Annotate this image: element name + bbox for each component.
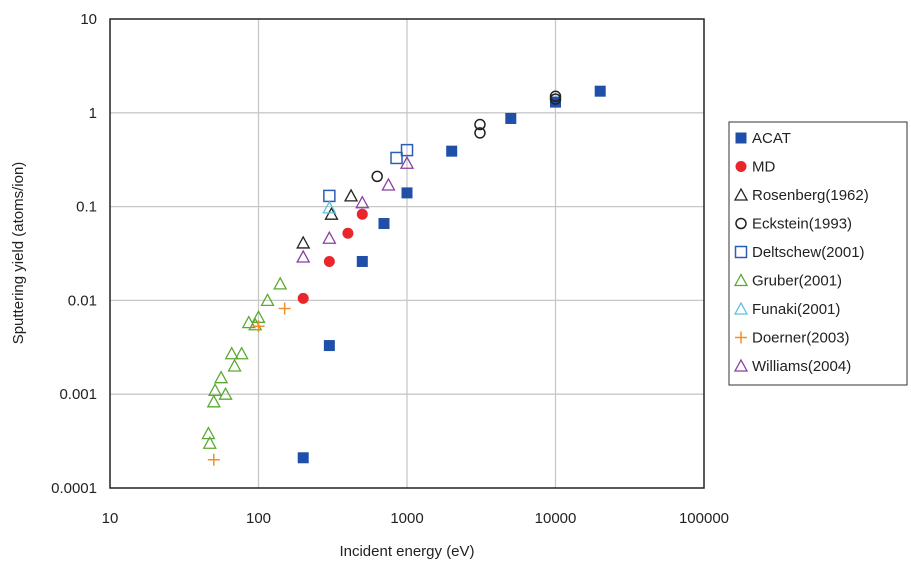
legend-marker: [733, 301, 749, 315]
y-tick-label: 0.1: [76, 199, 97, 216]
data-point: [323, 189, 336, 203]
y-tick-label: 1: [89, 105, 97, 122]
data-point: [252, 320, 265, 333]
legend: ACAT MD Rosenberg(1962) Eckstein(1993) Delts…: [728, 121, 908, 386]
data-point: [356, 255, 368, 267]
x-tick-label: 10000: [535, 510, 577, 527]
data-point: [224, 346, 239, 360]
data-point: [297, 452, 309, 464]
series-eckstein-1993-: [371, 90, 562, 183]
data-point: [399, 155, 415, 169]
legend-entry-label: MD: [752, 159, 775, 176]
data-point: [343, 188, 359, 202]
data-point: [594, 85, 606, 97]
data-point: [206, 394, 221, 408]
data-point: [474, 127, 486, 139]
data-point: [273, 276, 288, 290]
x-tick-label: 1000: [390, 510, 423, 527]
data-point: [207, 453, 220, 466]
legend-marker: [733, 358, 749, 372]
data-point: [378, 218, 390, 230]
data-point: [322, 200, 337, 214]
series-rosenberg-1962-: [296, 188, 359, 249]
legend-entry-label: Gruber(2001): [752, 273, 842, 290]
data-point: [296, 249, 311, 263]
legend-box: [728, 121, 908, 386]
data-point: [207, 382, 223, 396]
series-deltschew-2001-: [323, 143, 414, 203]
legend-entry-label: Doerner(2003): [752, 330, 850, 347]
legend-marker: [733, 273, 749, 287]
legend-marker: [734, 245, 748, 259]
legend-marker: [735, 132, 747, 144]
data-point: [234, 346, 249, 360]
legend-entry-label: Funaki(2001): [752, 301, 840, 318]
data-point: [323, 340, 335, 352]
series-gruber-2001-: [201, 276, 288, 449]
data-point: [474, 118, 486, 131]
y-axis-label: Sputtering yield (atoms/ion): [10, 162, 27, 345]
data-point: [381, 177, 396, 191]
data-point: [297, 292, 309, 304]
data-point: [227, 358, 242, 372]
data-point: [505, 112, 517, 124]
legend-entry-label: Eckstein(1993): [752, 216, 852, 233]
legend-marker: [735, 217, 747, 230]
data-point: [342, 227, 354, 239]
data-point: [323, 255, 335, 267]
data-point: [214, 370, 229, 384]
legend-entry-label: Williams(2004): [752, 358, 851, 375]
series-funaki-2001-: [322, 200, 337, 214]
data-point: [356, 208, 368, 220]
x-tick-label: 100: [246, 510, 271, 527]
data-point: [401, 187, 413, 199]
y-tick-label: 0.001: [59, 386, 97, 403]
data-point: [278, 302, 291, 315]
legend-marker: [735, 161, 747, 172]
x-axis-ticks: 10 100 1000 10000 100000: [102, 510, 729, 527]
legend-entry-label: Deltschew(2001): [752, 244, 865, 261]
data-point: [241, 315, 256, 329]
plot-area-frame: [109, 18, 705, 489]
legend-entry-label: Rosenberg(1962): [752, 187, 869, 204]
data-point: [202, 435, 217, 449]
data-point: [446, 145, 458, 157]
x-tick-label: 100000: [679, 510, 729, 527]
data-point: [201, 426, 216, 440]
data-point: [390, 151, 403, 165]
series-doerner-2003-: [207, 302, 291, 466]
data-point: [260, 293, 275, 307]
data-point: [322, 230, 337, 244]
data-point: [355, 195, 370, 209]
data-point: [218, 386, 233, 400]
legend-entry-label: ACAT: [752, 130, 791, 147]
y-tick-label: 10: [80, 11, 97, 28]
series-acat: [297, 85, 606, 464]
y-axis-ticks: 10 1 0.1 0.01 0.001 0.0001: [51, 11, 97, 497]
series-williams-2004-: [296, 155, 415, 263]
y-tick-label: 0.01: [68, 292, 97, 309]
x-tick-label: 10: [102, 510, 119, 527]
grid-lines: [110, 19, 704, 488]
data-point: [324, 206, 339, 220]
series-md: [297, 208, 368, 304]
y-tick-label: 0.0001: [51, 480, 97, 497]
legend-marker: [735, 331, 747, 344]
data-point: [296, 235, 311, 249]
x-axis-label: Incident energy (eV): [339, 543, 474, 560]
data-point: [400, 143, 414, 157]
data-point: [550, 96, 561, 108]
legend-marker: [733, 187, 749, 201]
data-points: [201, 85, 606, 466]
data-point: [371, 170, 383, 183]
data-point: [549, 93, 562, 105]
